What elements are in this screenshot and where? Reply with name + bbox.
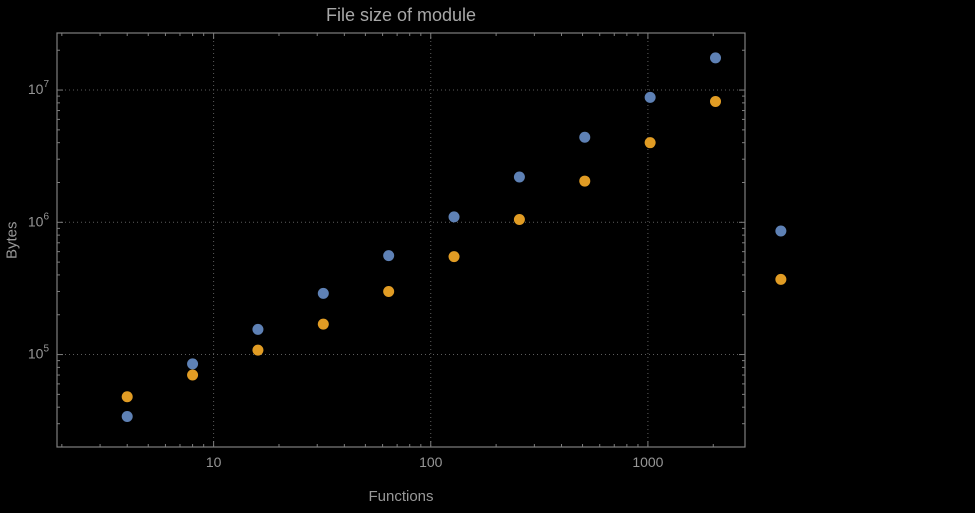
- data-point-series-1-blue: [252, 323, 264, 335]
- data-point-series-2-orange: [579, 175, 591, 187]
- data-point-series-2-orange: [644, 137, 656, 149]
- data-point-series-1-blue: [317, 287, 329, 299]
- data-point-series-2-orange: [121, 391, 133, 403]
- data-point-series-1-blue: [710, 52, 722, 64]
- data-point-series-2-orange: [187, 369, 199, 381]
- data-point-series-2-orange: [383, 285, 395, 297]
- x-tick-label: 10: [206, 454, 222, 470]
- y-tick-label: 105: [28, 344, 50, 362]
- data-point-series-1-blue: [579, 131, 591, 143]
- data-point-series-1-blue: [513, 171, 525, 183]
- data-point-series-1-blue: [187, 358, 199, 370]
- data-point-series-1-blue: [644, 91, 656, 103]
- data-point-series-2-orange: [252, 344, 264, 356]
- chart-title: File size of module: [325, 5, 477, 25]
- data-point-series-1-blue: [383, 250, 395, 262]
- data-point-series-2-orange: [710, 95, 722, 107]
- data-point-series-2-orange: [775, 273, 787, 285]
- y-axis-label: Bytes: [3, 221, 21, 259]
- x-tick-label: 1000: [632, 454, 663, 470]
- x-axis-label: Functions: [368, 488, 434, 505]
- y-tick-label: 106: [28, 211, 50, 229]
- plot-frame: [56, 32, 746, 448]
- x-tick-label: 100: [419, 454, 443, 470]
- data-point-series-1-blue: [775, 225, 787, 237]
- data-point-series-2-orange: [448, 251, 460, 263]
- data-point-series-2-orange: [513, 214, 525, 226]
- data-point-series-1-blue: [448, 211, 460, 223]
- y-tick-label: 107: [28, 79, 50, 97]
- data-point-series-2-orange: [317, 318, 329, 330]
- data-point-series-1-blue: [121, 411, 133, 423]
